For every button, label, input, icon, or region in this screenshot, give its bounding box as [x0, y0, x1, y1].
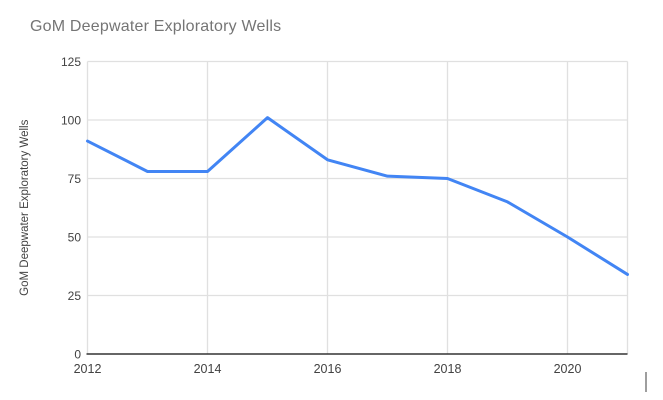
y-tick-label: 25 [68, 289, 82, 303]
text-cursor-artifact [645, 372, 647, 392]
chart-title: GoM Deepwater Exploratory Wells [30, 18, 282, 35]
y-tick-label: 50 [68, 231, 82, 245]
x-tick-label: 2016 [314, 362, 342, 376]
x-tick-label: 2020 [554, 362, 582, 376]
x-tick-label: 2012 [74, 362, 102, 376]
y-tick-label: 75 [68, 172, 82, 186]
y-tick-label: 100 [61, 114, 81, 128]
x-tick-label: 2014 [194, 362, 222, 376]
x-tick-label: 2018 [434, 362, 462, 376]
y-axis-title: GoM Deepwater Exploratory Wells [19, 119, 31, 295]
y-tick-label: 125 [61, 55, 81, 69]
y-tick-label: 0 [74, 348, 81, 362]
data-line-series [86, 116, 629, 276]
